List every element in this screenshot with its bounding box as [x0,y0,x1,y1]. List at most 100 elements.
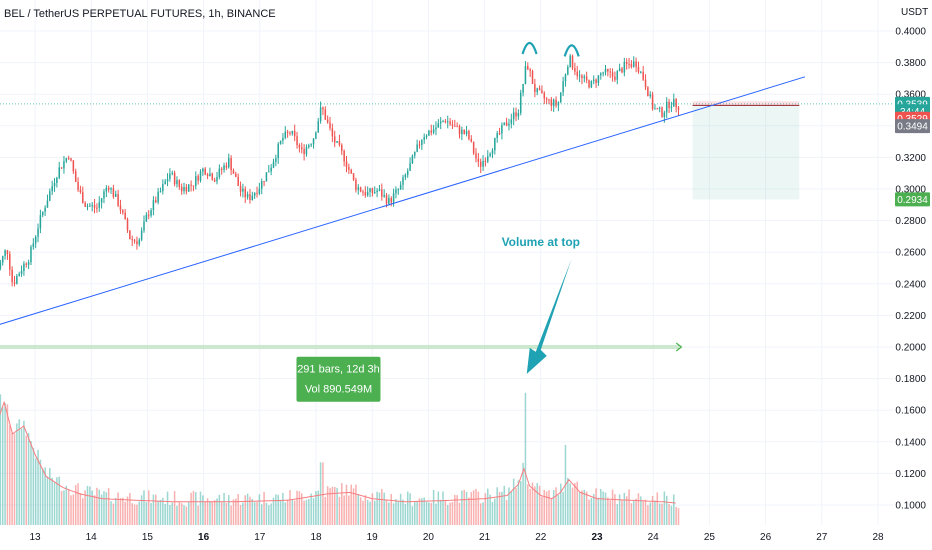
volume-bar [364,495,367,533]
volume-bar [637,493,640,533]
candle [157,191,159,203]
volume-bar [195,492,197,533]
candle [515,112,517,117]
time-axis[interactable]: 13 14 15 16 17 18 19 20 21 22 23 24 25 26 27 28 [0,525,932,550]
time-tick-label: 21 [479,532,491,543]
time-tick-label: 20 [423,532,435,543]
candle [147,214,150,216]
candle [569,55,571,67]
volume-bar [576,481,579,533]
volume-bar [49,467,51,533]
candle [442,121,444,123]
candle [171,172,174,174]
volume-bar [310,493,312,533]
candle [581,75,583,78]
candle [143,221,145,231]
candle [79,189,82,193]
volume-bar [166,491,169,533]
candle [517,113,520,117]
volume-bar [206,498,209,533]
volume-bar [404,503,407,533]
candle [519,92,522,114]
candle [463,129,465,134]
volume-bar [468,497,470,533]
candle [640,71,642,73]
price-tick-label: 0.3200 [895,153,926,164]
volume-bar [185,506,188,533]
candle [383,195,385,197]
short-position-box[interactable] [692,101,800,200]
volume-bar [651,495,654,533]
volume-bar [625,496,628,533]
volume-bar [235,498,237,533]
time-tick-label: 26 [760,532,772,543]
candle [100,198,103,203]
candle [164,181,166,184]
volume-bar [34,458,37,533]
time-tick-label: 15 [142,532,154,543]
volume-bar [126,496,129,533]
volume-bar [348,495,350,533]
volume-bar [51,477,53,533]
volume-bar [44,467,46,533]
volume-bar [6,404,9,533]
volume-bar [489,494,491,533]
candle [11,269,13,283]
candle [228,158,230,168]
price-tag [895,192,930,207]
volume-bar [642,501,644,533]
volume-bar [176,505,178,533]
volume-bar [515,488,517,533]
candle [70,158,72,161]
volume-bar [399,493,402,533]
candle [538,88,541,91]
candle [505,122,508,126]
candle [235,173,237,177]
candle [545,98,548,100]
volume-bar [89,486,91,533]
candle [435,127,437,130]
volume-bar [79,493,82,533]
volume-bar [503,485,506,533]
candle [449,121,451,125]
candle [183,186,185,192]
candle [446,121,449,123]
volume-bar [677,508,680,533]
volume-bar [16,423,18,533]
candle [454,125,456,127]
volume-bar [232,499,235,533]
annotations: Volume at top 291 bars, 12d 3h Vol 890.549… [296,235,580,402]
price-axis[interactable]: 0.40000.38000.36000.34000.32000.30000.28… [893,0,932,550]
volume-bar [70,495,72,533]
volume-bar [383,492,385,533]
volume-bar [538,485,541,533]
candle [341,144,343,151]
volume-bar [437,491,440,533]
volume-bar [571,487,574,533]
volume-bar [463,489,465,533]
candle [268,171,270,173]
volume-bar [446,504,449,533]
candle [607,68,609,72]
volume-bar [604,492,607,533]
volume-bar [602,491,604,533]
volume-bar [140,495,143,533]
candle [661,107,663,117]
candle [402,177,404,185]
candle [6,250,9,254]
drawn-lines[interactable] [0,41,893,352]
candle [91,205,93,207]
candle [124,212,126,220]
volume-bar [378,492,381,533]
volume-bar [649,502,651,533]
candle [451,124,454,126]
volume-bar [371,493,374,533]
candle [289,132,291,134]
candle [567,66,569,75]
volume-bar [77,483,79,533]
ascending-trendline [0,76,806,325]
volume-bar [543,489,546,533]
volume-bar [164,503,166,533]
candle [173,172,176,185]
